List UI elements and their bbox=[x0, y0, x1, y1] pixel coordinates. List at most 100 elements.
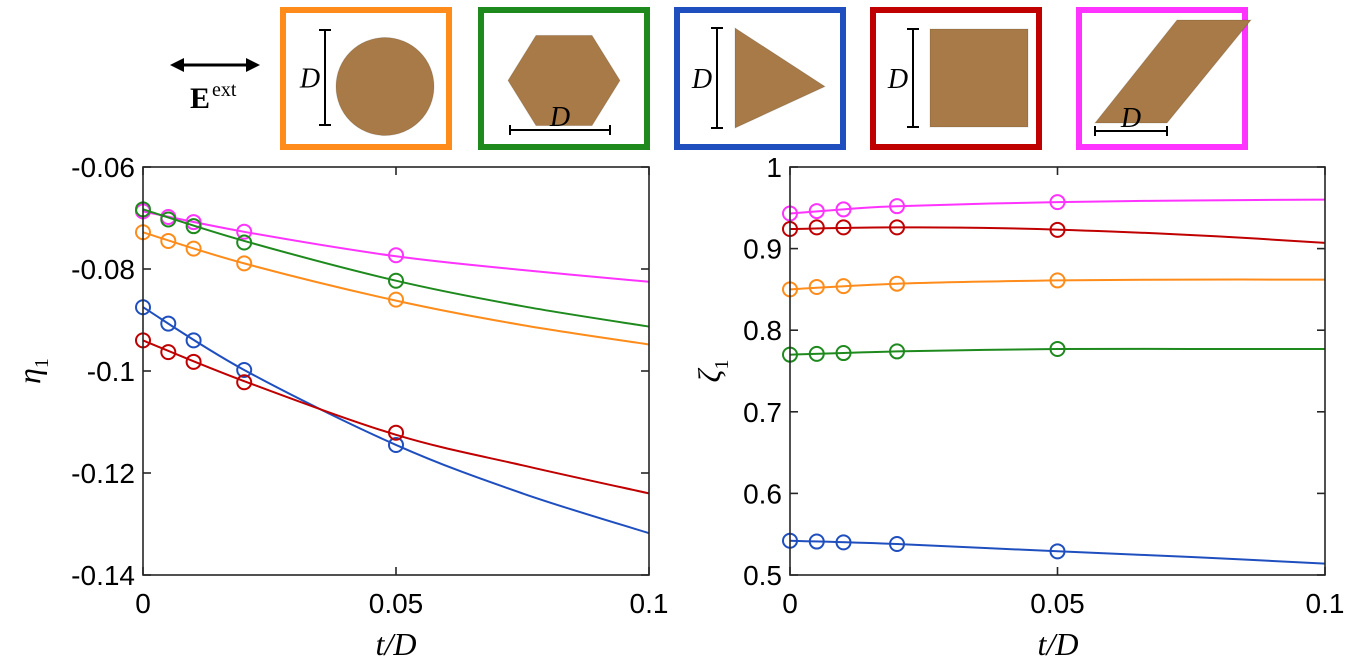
zeta-series bbox=[782, 219, 1326, 244]
dimension-bar-horizontal bbox=[1094, 126, 1168, 136]
dimension-label: D bbox=[299, 64, 320, 95]
zeta-series-line bbox=[789, 347, 1325, 356]
zeta-data-point bbox=[808, 533, 825, 550]
zeta-x-tick-label: 0 bbox=[782, 588, 798, 619]
eta-data-point bbox=[160, 211, 177, 228]
zeta-ticks: 0 0.05 0.1 0.5 0.6 0.7 0.8 0.9 1 bbox=[743, 152, 1344, 619]
eta-data-point bbox=[388, 436, 404, 453]
eta-data-point bbox=[388, 247, 404, 264]
eta-series bbox=[135, 201, 650, 328]
eta-y-tick-label: -0.14 bbox=[71, 560, 135, 591]
eta-data-point bbox=[185, 214, 202, 231]
eta-chart: 0 0.05 0.1 -0.14 -0.12 -0.1 -0.08 -0.06 t/D η1 bbox=[11, 152, 668, 660]
zeta-data-point bbox=[835, 219, 852, 236]
eta-series-line bbox=[142, 208, 650, 328]
dimension-bar-vertical bbox=[319, 29, 331, 126]
zeta-series bbox=[782, 272, 1326, 298]
eta-data-point bbox=[160, 344, 177, 361]
eta-x-tick-label: 0.05 bbox=[369, 588, 424, 619]
zeta-y-tick-label: 1 bbox=[766, 152, 782, 183]
zeta-data-point bbox=[835, 201, 852, 218]
eta-y-tick-label: -0.12 bbox=[71, 458, 135, 489]
eta-series bbox=[135, 332, 650, 495]
zeta-data-point bbox=[835, 278, 852, 295]
zeta-series-line bbox=[789, 226, 1326, 244]
eta-data-point bbox=[388, 424, 404, 441]
eta-series bbox=[135, 299, 650, 535]
eta-data-point bbox=[388, 272, 404, 289]
zeta-data-point bbox=[835, 534, 852, 551]
eta-series-line bbox=[142, 210, 650, 283]
field-label: E bbox=[190, 82, 210, 115]
zeta-series-line bbox=[789, 539, 1326, 565]
triangle-shape bbox=[734, 27, 827, 129]
zeta-data-point bbox=[889, 343, 905, 360]
svg-text:η1: η1 bbox=[11, 358, 53, 384]
zeta-data-point bbox=[808, 219, 825, 236]
parallelogram-shape bbox=[1093, 19, 1253, 124]
eta-subscript: 1 bbox=[31, 358, 53, 368]
zeta-data-point bbox=[889, 219, 905, 236]
zeta-data-point bbox=[889, 198, 905, 215]
eta-series bbox=[135, 203, 650, 283]
zeta-data-point bbox=[808, 345, 825, 362]
dimension-label: D bbox=[887, 64, 908, 95]
shape-panel-hexagon: D bbox=[478, 7, 650, 150]
zeta-series bbox=[782, 340, 1325, 363]
eta-data-point bbox=[236, 234, 253, 251]
square-shape bbox=[929, 28, 1029, 128]
zeta-data-point bbox=[1049, 194, 1066, 211]
eta-data-point bbox=[185, 353, 202, 370]
zeta-data-point bbox=[808, 278, 825, 295]
eta-series bbox=[135, 201, 650, 535]
eta-x-axis-label: t/D bbox=[376, 626, 417, 660]
dimension-bar-vertical bbox=[711, 27, 723, 129]
dimension-bar-horizontal bbox=[509, 125, 611, 135]
eta-data-point bbox=[236, 361, 253, 378]
eta-data-point bbox=[160, 315, 177, 332]
eta-data-point bbox=[185, 240, 202, 257]
zeta-x-tick-label: 0.05 bbox=[1030, 588, 1085, 619]
hexagon-shape bbox=[507, 34, 621, 127]
zeta-chart: 0 0.05 0.10.50.60.70.80.91 t/D ζ1 bbox=[691, 152, 1344, 660]
eta-y-axis-label: η1 bbox=[11, 358, 53, 384]
dimension-label: D bbox=[691, 64, 712, 95]
shape-panel-circle: D bbox=[280, 7, 452, 150]
zeta-data-point bbox=[1049, 543, 1066, 560]
eta-data-point bbox=[388, 291, 404, 308]
eta-y-tick-label: -0.06 bbox=[71, 152, 135, 183]
zeta-data-point bbox=[808, 203, 825, 220]
eta-data-point bbox=[185, 218, 202, 235]
field-superscript: ext bbox=[212, 79, 237, 101]
eta-data-point bbox=[160, 232, 177, 249]
shape-panel-square: D bbox=[870, 7, 1042, 150]
eta-x-tick-label: 0.1 bbox=[630, 588, 669, 619]
svg-text:ζ1: ζ1 bbox=[691, 360, 733, 383]
eta-data-point bbox=[236, 223, 253, 240]
eta-symbol: η bbox=[11, 368, 47, 384]
shape-panel-triangle: D bbox=[674, 7, 846, 150]
zeta-symbol: ζ bbox=[691, 367, 727, 382]
shape-panel-parallelogram: D bbox=[1076, 7, 1253, 150]
zeta-y-axis-label: ζ1 bbox=[691, 360, 733, 383]
zeta-y-tick-label: 0.7 bbox=[743, 397, 782, 428]
zeta-subscript: 1 bbox=[711, 360, 733, 370]
zeta-data-point bbox=[1049, 340, 1066, 357]
eta-series bbox=[135, 224, 650, 346]
dimension-bar-vertical bbox=[907, 28, 919, 128]
zeta-x-axis-label: t/D bbox=[1038, 626, 1079, 660]
eta-series-line bbox=[142, 231, 650, 346]
zeta-data-point bbox=[1049, 272, 1066, 289]
zeta-data-point bbox=[835, 345, 852, 362]
zeta-y-tick-label: 0.9 bbox=[743, 234, 782, 265]
zeta-series bbox=[782, 532, 1326, 565]
eta-data-point bbox=[236, 255, 253, 272]
zeta-y-tick-label: 0.6 bbox=[743, 478, 782, 509]
eta-data-point bbox=[236, 374, 253, 391]
eta-series-line bbox=[142, 339, 650, 495]
zeta-y-tick-label: 0.8 bbox=[743, 315, 782, 346]
zeta-series-line bbox=[789, 198, 1326, 215]
zeta-series-line bbox=[789, 278, 1326, 291]
eta-y-tick-label: -0.1 bbox=[87, 356, 135, 387]
zeta-series bbox=[782, 194, 1326, 565]
